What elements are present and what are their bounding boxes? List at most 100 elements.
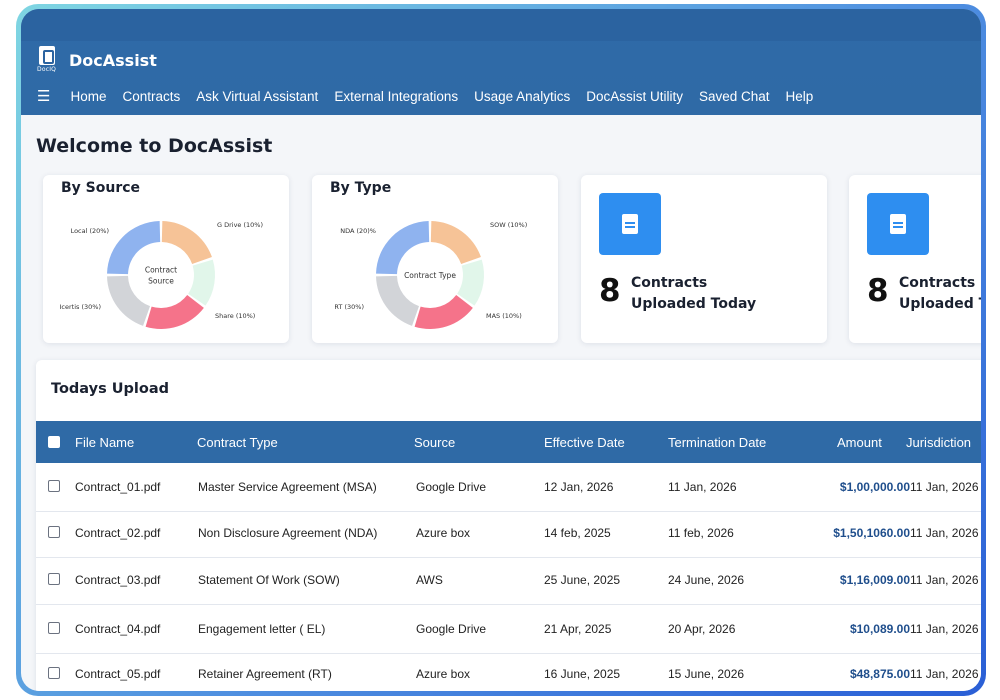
docassist-logo-icon: DocIQ bbox=[37, 46, 57, 74]
top-bar: DocIQ DocAssist ☰ Home Contracts Ask Vir… bbox=[21, 9, 981, 115]
hamburger-menu-icon[interactable]: ☰ bbox=[37, 88, 51, 105]
file-name-cell[interactable]: Contract_02.pdf bbox=[75, 526, 161, 540]
stat-label-line1: Contracts bbox=[631, 275, 708, 291]
row-checkbox[interactable] bbox=[48, 526, 60, 538]
nav-help[interactable]: Help bbox=[785, 88, 814, 104]
table-row[interactable]: Contract_04.pdf Engagement letter ( EL) Go… bbox=[36, 605, 981, 654]
by-type-donut-chart[interactable]: SOW (10%)MAS (10%)EI (40%)RT (30%)NDA (2… bbox=[312, 197, 558, 343]
column-header-contract-type[interactable]: Contract Type bbox=[197, 435, 278, 450]
stat-label-line1: Contracts bbox=[899, 275, 976, 291]
document-icon bbox=[867, 193, 929, 255]
donut-slice[interactable] bbox=[457, 259, 484, 306]
amount-cell: $10,089.00 bbox=[849, 622, 910, 636]
stat-number: 8 bbox=[599, 273, 621, 309]
file-name-cell[interactable]: Contract_01.pdf bbox=[75, 480, 161, 494]
nav-usage-analytics[interactable]: Usage Analytics bbox=[474, 88, 571, 104]
table-row[interactable]: Contract_03.pdf Statement Of Work (SOW) AW… bbox=[36, 556, 981, 605]
nav-external-integrations[interactable]: External Integrations bbox=[334, 88, 459, 104]
donut-center-label: Source bbox=[148, 277, 174, 286]
jurisdiction-cell: 11 Jan, 2026 bbox=[910, 667, 979, 681]
file-name-cell[interactable]: Contract_04.pdf bbox=[75, 622, 161, 636]
column-header-effective-date[interactable]: Effective Date bbox=[544, 435, 625, 450]
column-header-termination-date[interactable]: Termination Date bbox=[668, 435, 767, 450]
table-title: Todays Upload bbox=[51, 381, 170, 397]
main-content: Welcome to DocAssist By Source G Drive (… bbox=[21, 115, 981, 691]
effective-date-cell: 12 Jan, 2026 bbox=[544, 480, 614, 494]
by-source-donut-chart[interactable]: G Drive (10%)Share (10%)AWS (40%)Icertis… bbox=[43, 197, 289, 343]
source-cell: AWS bbox=[416, 573, 443, 587]
effective-date-cell: 16 June, 2025 bbox=[544, 667, 621, 681]
amount-cell: $1,50,1060.00 bbox=[833, 526, 910, 540]
column-header-file-name[interactable]: File Name bbox=[75, 435, 135, 450]
termination-date-cell: 11 feb, 2026 bbox=[668, 526, 734, 540]
termination-date-cell: 24 June, 2026 bbox=[668, 573, 745, 587]
column-header-source[interactable]: Source bbox=[414, 435, 456, 450]
donut-slice[interactable] bbox=[430, 221, 481, 265]
contract-type-cell: Master Service Agreement (MSA) bbox=[198, 480, 377, 494]
effective-date-cell: 21 Apr, 2025 bbox=[544, 622, 612, 636]
donut-slice[interactable] bbox=[107, 275, 151, 326]
jurisdiction-cell: 11 Jan, 2026 bbox=[910, 526, 979, 540]
termination-date-cell: 11 Jan, 2026 bbox=[668, 480, 737, 494]
donut-slice[interactable] bbox=[145, 295, 204, 329]
slice-label: SOW (10%) bbox=[490, 221, 527, 229]
column-header-jurisdiction[interactable]: Jurisdiction bbox=[906, 435, 972, 450]
stat-card-uploaded-second[interactable]: 8 Contracts Uploaded T bbox=[849, 175, 981, 343]
source-cell: Google Drive bbox=[416, 622, 487, 636]
nav-contracts[interactable]: Contracts bbox=[122, 88, 181, 104]
table-row[interactable]: Contract_01.pdf Master Service Agreement … bbox=[36, 463, 981, 512]
donut-center-label: Contract bbox=[145, 266, 177, 275]
app-window: DocIQ DocAssist ☰ Home Contracts Ask Vir… bbox=[21, 9, 981, 691]
select-all-checkbox[interactable] bbox=[48, 436, 60, 448]
brand[interactable]: DocIQ DocAssist bbox=[37, 46, 157, 74]
donut-slice[interactable] bbox=[376, 221, 430, 275]
slice-label: Local (20%) bbox=[71, 227, 109, 235]
amount-cell: $1,16,009.00 bbox=[839, 573, 910, 587]
slice-label: Share (10%) bbox=[215, 312, 255, 320]
by-type-title: By Type bbox=[330, 180, 392, 196]
slice-label: RT (30%) bbox=[334, 303, 364, 311]
column-header-amount[interactable]: Amount bbox=[837, 435, 882, 450]
contract-type-cell: Statement Of Work (SOW) bbox=[198, 573, 340, 587]
stat-label-line2: Uploaded T bbox=[899, 296, 981, 312]
stat-label-line2: Uploaded Today bbox=[631, 296, 757, 312]
row-checkbox[interactable] bbox=[48, 667, 60, 679]
table-row[interactable]: Contract_05.pdf Retainer Agreement (RT) Az… bbox=[36, 650, 981, 691]
device-frame: DocIQ DocAssist ☰ Home Contracts Ask Vir… bbox=[16, 4, 986, 696]
amount-cell: $1,00,000.00 bbox=[839, 480, 910, 494]
source-cell: Google Drive bbox=[416, 480, 487, 494]
effective-date-cell: 25 June, 2025 bbox=[544, 573, 621, 587]
contract-type-cell: Non Disclosure Agreement (NDA) bbox=[198, 526, 378, 540]
row-checkbox[interactable] bbox=[48, 480, 60, 492]
donut-slice[interactable] bbox=[161, 221, 212, 265]
termination-date-cell: 15 June, 2026 bbox=[668, 667, 745, 681]
stat-card-uploaded-today[interactable]: 8 Contracts Uploaded Today bbox=[581, 175, 827, 343]
donut-slice[interactable] bbox=[107, 221, 161, 275]
file-name-cell[interactable]: Contract_03.pdf bbox=[75, 573, 161, 587]
donut-center-label: Contract Type bbox=[404, 271, 456, 280]
row-checkbox[interactable] bbox=[48, 573, 60, 585]
stat-label: Contracts Uploaded T bbox=[899, 273, 981, 315]
nav-ask-virtual-assistant[interactable]: Ask Virtual Assistant bbox=[196, 88, 319, 104]
document-icon bbox=[599, 193, 661, 255]
by-type-card: By Type SOW (10%)MAS (10%)EI (40%)RT (30… bbox=[312, 175, 558, 343]
file-name-cell[interactable]: Contract_05.pdf bbox=[75, 667, 161, 681]
nav-docassist-utility[interactable]: DocAssist Utility bbox=[586, 88, 683, 104]
row-checkbox[interactable] bbox=[48, 622, 60, 634]
table-row[interactable]: Contract_02.pdf Non Disclosure Agreement … bbox=[36, 509, 981, 558]
stat-number: 8 bbox=[867, 273, 889, 309]
termination-date-cell: 20 Apr, 2026 bbox=[668, 622, 736, 636]
table-header: File Name Contract Type Source Effective… bbox=[36, 421, 981, 463]
page-title: Welcome to DocAssist bbox=[36, 135, 273, 157]
donut-slice[interactable] bbox=[414, 295, 473, 329]
jurisdiction-cell: 11 Jan, 2026 bbox=[910, 622, 979, 636]
donut-slice[interactable] bbox=[376, 275, 420, 326]
main-nav: ☰ Home Contracts Ask Virtual Assistant E… bbox=[37, 87, 813, 105]
jurisdiction-cell: 11 Jan, 2026 bbox=[910, 480, 979, 494]
donut-slice[interactable] bbox=[188, 259, 215, 306]
nav-saved-chat[interactable]: Saved Chat bbox=[698, 88, 770, 104]
todays-upload-table-card: Todays Upload File Name Contract Type So… bbox=[36, 360, 981, 691]
nav-home[interactable]: Home bbox=[70, 88, 107, 104]
source-cell: Azure box bbox=[416, 667, 471, 681]
slice-label: G Drive (10%) bbox=[217, 221, 263, 229]
